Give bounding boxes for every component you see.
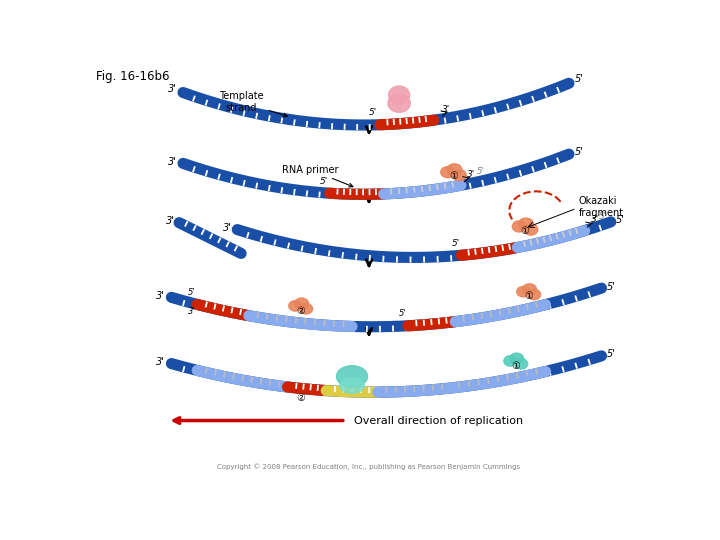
Text: 3': 3': [168, 157, 177, 167]
Ellipse shape: [518, 218, 534, 230]
Ellipse shape: [389, 86, 410, 104]
Ellipse shape: [340, 378, 364, 393]
Ellipse shape: [441, 167, 454, 178]
Ellipse shape: [517, 286, 529, 297]
Text: ①: ①: [521, 226, 529, 237]
Text: 3': 3': [156, 291, 165, 301]
Text: ②: ②: [296, 306, 305, 316]
Ellipse shape: [300, 303, 312, 314]
Text: 5': 5': [399, 309, 406, 318]
Text: 3': 3': [166, 216, 175, 226]
Text: ①: ①: [449, 171, 458, 181]
Text: 5': 5': [188, 288, 196, 296]
Ellipse shape: [388, 94, 410, 112]
Text: 3': 3': [223, 223, 232, 233]
Text: 5': 5': [575, 147, 583, 157]
Text: 5': 5': [616, 215, 624, 225]
Text: 3': 3': [467, 170, 475, 179]
Ellipse shape: [528, 289, 541, 300]
Text: 5': 5': [451, 239, 460, 247]
Text: 3': 3': [156, 357, 165, 367]
Ellipse shape: [336, 366, 367, 387]
Text: 3': 3': [168, 84, 177, 94]
Text: Okazaki
fragment: Okazaki fragment: [579, 196, 624, 218]
Text: 5': 5': [369, 108, 377, 117]
Text: ①: ①: [524, 292, 533, 301]
Ellipse shape: [510, 353, 523, 364]
Ellipse shape: [453, 170, 467, 181]
Text: 5': 5': [477, 167, 484, 176]
Ellipse shape: [504, 356, 517, 366]
Text: 5': 5': [575, 75, 583, 84]
Text: 5': 5': [598, 212, 607, 221]
Text: 3': 3': [591, 215, 599, 225]
Text: Overall direction of replication: Overall direction of replication: [354, 416, 523, 426]
Text: ①: ①: [511, 361, 520, 371]
Ellipse shape: [294, 298, 309, 309]
Text: RNA primer: RNA primer: [282, 165, 353, 187]
Text: Fig. 16-16b6: Fig. 16-16b6: [96, 70, 170, 83]
Ellipse shape: [524, 224, 538, 235]
Text: 3': 3': [441, 105, 450, 114]
Text: 5': 5': [607, 281, 616, 292]
Text: 5': 5': [320, 177, 328, 186]
Text: Copyright © 2008 Pearson Education, Inc., publishing as Pearson Benjamin Cumming: Copyright © 2008 Pearson Education, Inc.…: [217, 463, 521, 470]
Ellipse shape: [513, 221, 526, 232]
Text: 5': 5': [607, 349, 616, 359]
Ellipse shape: [289, 301, 302, 311]
Ellipse shape: [447, 164, 462, 176]
Ellipse shape: [523, 284, 536, 295]
Text: ②: ②: [296, 393, 305, 403]
Ellipse shape: [515, 359, 528, 369]
Text: 3': 3': [188, 307, 196, 316]
Text: Template
strand: Template strand: [219, 91, 287, 117]
